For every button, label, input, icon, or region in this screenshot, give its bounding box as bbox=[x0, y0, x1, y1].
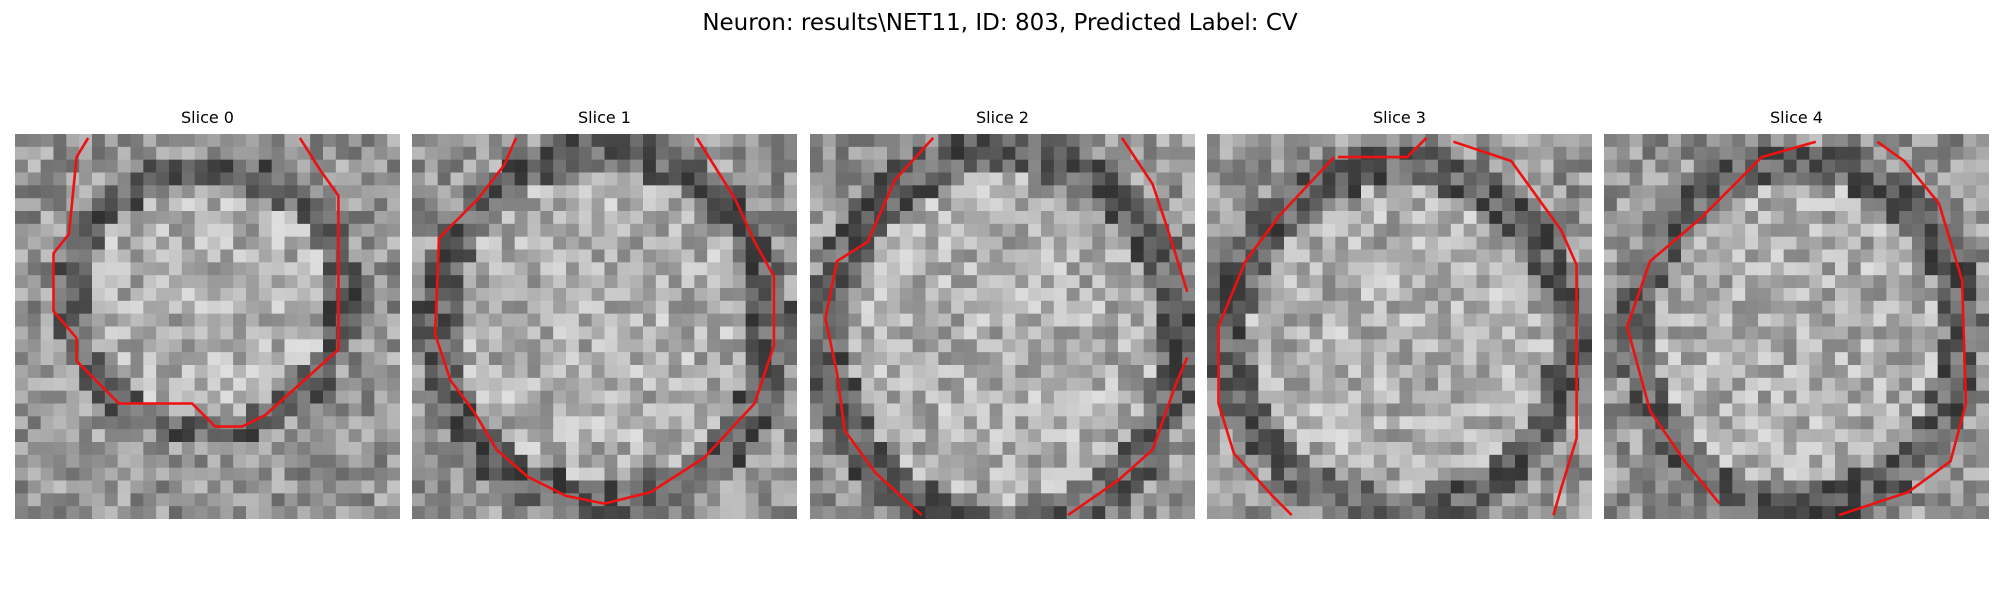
segmentation-contour bbox=[1067, 356, 1189, 517]
slice-panel-0: Slice 0 bbox=[15, 108, 400, 519]
slice-title: Slice 2 bbox=[976, 108, 1029, 127]
figure-title: Neuron: results\NET11, ID: 803, Predicte… bbox=[702, 10, 1298, 36]
segmentation-contour bbox=[1838, 140, 1968, 517]
segmentation-contour bbox=[433, 137, 776, 505]
slice-panel-3: Slice 3 bbox=[1207, 108, 1592, 519]
slice-image bbox=[1207, 134, 1592, 519]
segmentation-contour bbox=[1625, 140, 1817, 505]
slice-image bbox=[412, 134, 797, 519]
slice-title: Slice 0 bbox=[181, 108, 234, 127]
segmentation-contour bbox=[1337, 136, 1428, 159]
segmentation-contour bbox=[824, 137, 935, 517]
slice-title: Slice 3 bbox=[1373, 108, 1426, 127]
slice-image bbox=[1604, 134, 1989, 519]
segmentation-contour bbox=[1452, 140, 1578, 516]
slice-title: Slice 1 bbox=[578, 108, 631, 127]
slice-image bbox=[15, 134, 400, 519]
segmentation-contour bbox=[1120, 137, 1189, 293]
slice-panel-1: Slice 1 bbox=[412, 108, 797, 519]
slice-title: Slice 4 bbox=[1770, 108, 1823, 127]
segmentation-contour bbox=[1217, 156, 1336, 517]
slice-panel-2: Slice 2 bbox=[810, 108, 1195, 519]
slice-panel-4: Slice 4 bbox=[1604, 108, 1989, 519]
segmentation-contour bbox=[52, 137, 340, 428]
slice-image bbox=[810, 134, 1195, 519]
